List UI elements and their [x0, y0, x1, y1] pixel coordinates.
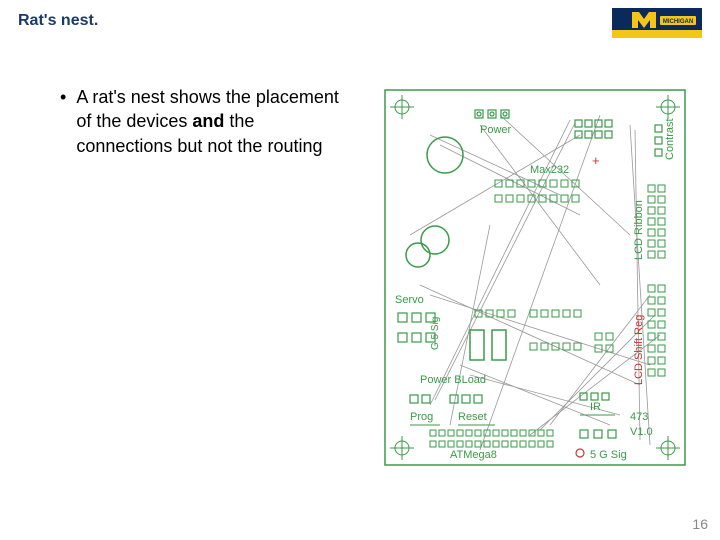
pcb-label-power-bload: Power BLoad: [420, 374, 486, 386]
bullet-content: • A rat's nest shows the placement of th…: [60, 85, 350, 158]
pcb-label-atmega8: ATMega8: [450, 449, 497, 461]
pcb-label-ir: IR: [590, 401, 601, 413]
pcb-label-v10: V1.0: [630, 426, 653, 438]
pcb-label-contrast: Contrast: [664, 118, 676, 160]
bullet-text: A rat's nest shows the placement of the …: [76, 85, 350, 158]
pcb-label-lcd-shift-reg: LCD Shift Reg: [633, 315, 645, 385]
pcb-plus-icon: +: [592, 153, 600, 168]
bullet-text-bold: and: [192, 111, 224, 131]
pcb-label-5gsig: 5 G Sig: [590, 449, 627, 461]
pcb-label-servo: Servo: [395, 294, 424, 306]
pcb-label-reset: Reset: [458, 411, 487, 423]
pcb-diagram: Power Contrast Max232 +: [380, 85, 690, 470]
pcb-label-lcd-ribbon: LCD Ribbon: [633, 200, 645, 260]
pcb-label-power: Power: [480, 124, 512, 136]
pcb-label-473: 473: [630, 411, 648, 423]
svg-text:MICHIGAN: MICHIGAN: [663, 19, 693, 25]
bullet-marker: •: [60, 87, 66, 108]
michigan-logo: MICHIGAN: [612, 8, 702, 53]
pcb-label-max232: Max232: [530, 164, 569, 176]
pcb-label-prog: Prog: [410, 411, 433, 423]
page-number: 16: [692, 516, 708, 532]
slide-title: Rat's nest.: [18, 12, 98, 30]
